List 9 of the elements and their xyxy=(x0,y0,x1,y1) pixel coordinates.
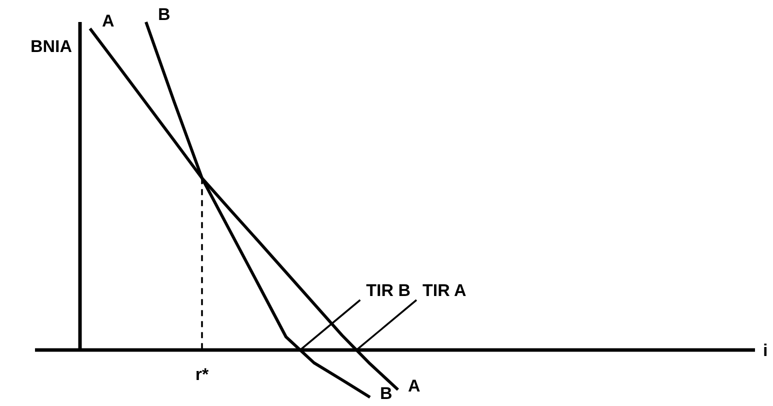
text: i xyxy=(763,341,768,360)
text: A xyxy=(408,376,420,396)
text: B xyxy=(158,5,170,24)
series-label: B xyxy=(380,384,392,404)
text: TIR A xyxy=(422,281,466,300)
y-axis-title: BNIA xyxy=(30,37,72,56)
series-label: A xyxy=(102,12,114,31)
annotation: TIR B xyxy=(366,281,411,300)
annotation: r* xyxy=(195,365,209,384)
